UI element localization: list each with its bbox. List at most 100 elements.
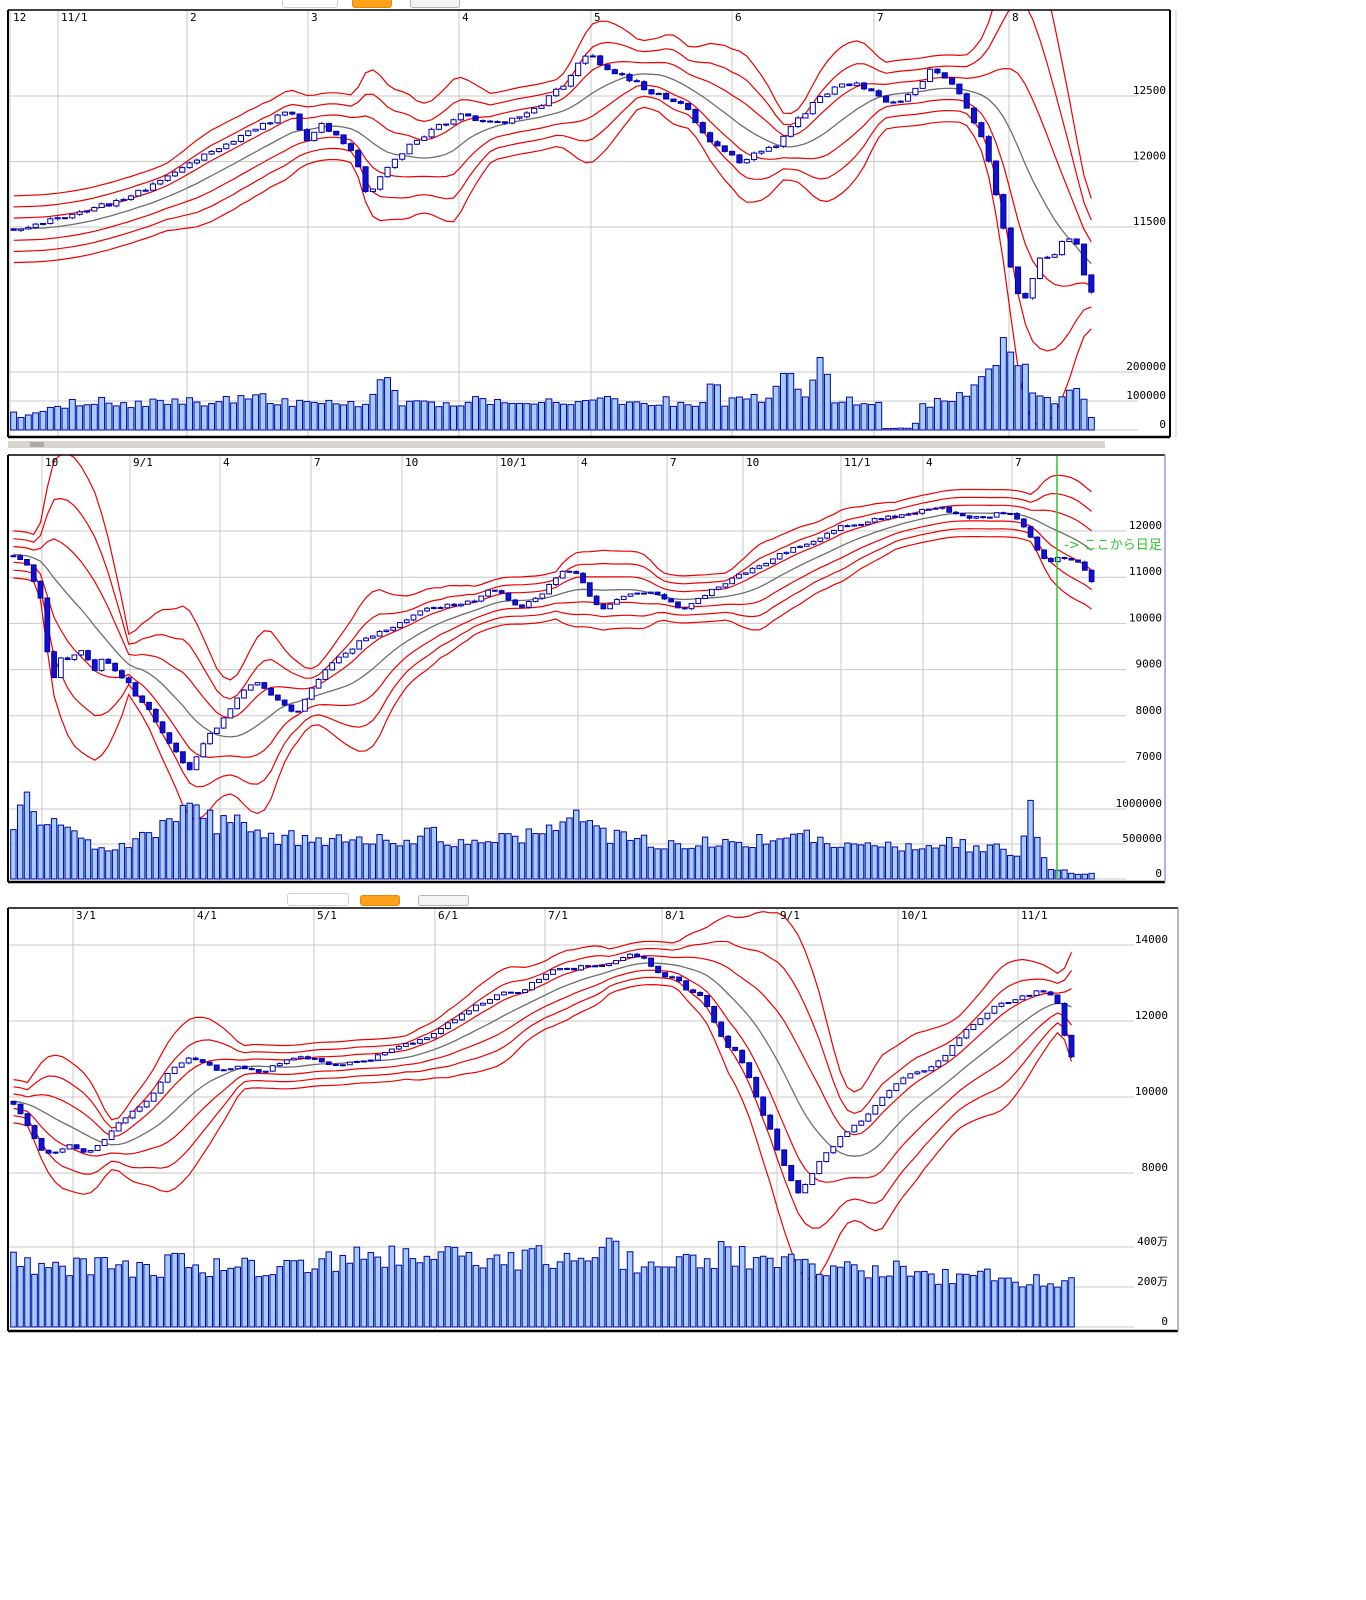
vertical-gridlines xyxy=(41,455,1013,882)
x-axis-label: 7 xyxy=(670,456,677,469)
vertical-gridlines xyxy=(9,10,1010,437)
upper-band-line xyxy=(13,504,1092,719)
upper-band-line xyxy=(13,60,1092,243)
x-axis-label: 3 xyxy=(311,11,318,24)
x-axis-label: 9/1 xyxy=(133,456,153,469)
x-axis-label: 7 xyxy=(877,11,884,24)
price-tick-label: 10000 xyxy=(1135,1085,1168,1098)
plot-background xyxy=(8,10,1170,437)
chart-secondary-button[interactable] xyxy=(418,895,469,906)
bollinger-bands xyxy=(13,910,1073,1281)
x-axis-label: 3/1 xyxy=(76,909,96,922)
axis-labels: 12000 11000 10000 9000 8000 7000 1000000 500000… xyxy=(45,456,1162,880)
price-tick-label: 14000 xyxy=(1135,933,1168,946)
upper-band-line xyxy=(13,10,1092,199)
volume-tick-label: 0 xyxy=(1161,1315,1168,1328)
upper-band-line xyxy=(13,455,1092,681)
candles-layer xyxy=(10,952,1075,1194)
x-axis-label: 4/1 xyxy=(197,909,217,922)
volume-tick-label: 500000 xyxy=(1122,832,1162,845)
upper-band-line xyxy=(13,955,1072,1138)
volume-tick-label: 1000000 xyxy=(1116,797,1162,810)
volume-tick-label: 200万 xyxy=(1137,1275,1168,1288)
lower-band-line xyxy=(13,84,1092,287)
axis-labels: 14000 12000 10000 8000 400万 200万 0 3/1 4/1 5/1 6/1… xyxy=(76,909,1168,1328)
x-axis-label: 11/1 xyxy=(1021,909,1048,922)
x-axis-label: 4 xyxy=(223,456,230,469)
x-axis-label: 9/1 xyxy=(780,909,800,922)
volume-bars xyxy=(10,1237,1075,1328)
candles-layer xyxy=(10,54,1095,300)
volume-tick-label: 200000 xyxy=(1126,360,1166,373)
x-axis-label: 7 xyxy=(314,456,321,469)
x-axis-label: 7/1 xyxy=(548,909,568,922)
price-tick-label: 11500 xyxy=(1133,215,1166,228)
volume-tick-label: 100000 xyxy=(1126,389,1166,402)
lower-band-line xyxy=(13,95,1092,352)
chart-panel-2: 12000 11000 10000 9000 8000 7000 1000000 500000… xyxy=(7,454,1166,884)
bollinger-bands xyxy=(13,10,1092,427)
volume-bars xyxy=(10,791,1095,880)
x-axis-label: 5 xyxy=(594,11,601,24)
price-tick-label: 11000 xyxy=(1129,565,1162,578)
moving-average-line xyxy=(13,512,1092,738)
lower-band-line xyxy=(13,528,1092,788)
x-axis-label: 10 xyxy=(405,456,418,469)
x-axis-label: 2 xyxy=(190,11,197,24)
axis-labels: 12500 12000 11500 200000 100000 0 12 11/1 2 3 4 5 6 7… xyxy=(13,11,1166,431)
x-axis-label: 6/1 xyxy=(438,909,458,922)
lower-band-line xyxy=(13,969,1072,1183)
volume-tick-label: 0 xyxy=(1155,867,1162,880)
chart-submit-button[interactable] xyxy=(352,0,392,8)
moving-average-line xyxy=(13,73,1092,265)
chart-borders xyxy=(7,907,1179,1333)
upper-band-line xyxy=(13,10,1092,221)
price-tick-label: 12000 xyxy=(1133,150,1166,163)
upper-band-line xyxy=(13,940,1072,1129)
chart-panel-1: 12500 12000 11500 200000 100000 0 12 11/1 2 3 4 5 6 7… xyxy=(7,9,1177,439)
lower-band-line xyxy=(13,983,1073,1281)
moving-average-line xyxy=(13,962,1072,1157)
lower-band-line xyxy=(13,520,1092,759)
upper-band-line xyxy=(13,492,1092,700)
price-tick-label: 8000 xyxy=(1136,704,1163,717)
x-axis-label: 8 xyxy=(1012,11,1019,24)
chart-panel-3: 14000 12000 10000 8000 400万 200万 0 3/1 4/1 5/1 6/1… xyxy=(7,907,1179,1333)
x-axis-label: 11/1 xyxy=(61,11,88,24)
plot-background xyxy=(8,455,1165,882)
scrollbar-thumb[interactable] xyxy=(30,442,44,447)
price-tick-label: 9000 xyxy=(1136,658,1163,671)
lower-band-line xyxy=(13,535,1092,821)
chart-borders xyxy=(7,454,1166,884)
x-axis-label: 7 xyxy=(1015,456,1022,469)
symbol-input[interactable] xyxy=(282,0,338,8)
volume-bars xyxy=(10,337,1095,431)
price-tick-label: 12000 xyxy=(1135,1009,1168,1022)
x-axis-label: 4 xyxy=(926,456,933,469)
price-tick-label: 12000 xyxy=(1129,519,1162,532)
chart-submit-button[interactable] xyxy=(360,895,400,906)
lower-band-line xyxy=(13,976,1073,1229)
price-tick-label: 10000 xyxy=(1129,611,1162,624)
x-axis-label: 6 xyxy=(735,11,742,24)
chart-borders xyxy=(7,9,1177,439)
horizontal-scrollbar[interactable] xyxy=(8,441,1105,448)
daily-start-annotation: -> ここから日足 xyxy=(1064,538,1162,553)
symbol-input[interactable] xyxy=(287,893,349,906)
x-axis-label: 10 xyxy=(45,456,58,469)
x-axis-label: 10 xyxy=(746,456,759,469)
x-axis-label: 11/1 xyxy=(844,456,871,469)
volume-tick-label: 0 xyxy=(1159,418,1166,431)
x-axis-label: 10/1 xyxy=(901,909,928,922)
price-tick-label: 7000 xyxy=(1136,750,1163,763)
x-axis-label: 4 xyxy=(462,11,469,24)
x-axis-label: 8/1 xyxy=(665,909,685,922)
price-tick-label: 8000 xyxy=(1142,1161,1169,1174)
x-axis-label: 4 xyxy=(581,456,588,469)
lower-band-line xyxy=(13,106,1092,427)
chart-secondary-button[interactable] xyxy=(410,0,460,8)
x-axis-label: 5/1 xyxy=(317,909,337,922)
volume-tick-label: 400万 xyxy=(1137,1235,1168,1248)
